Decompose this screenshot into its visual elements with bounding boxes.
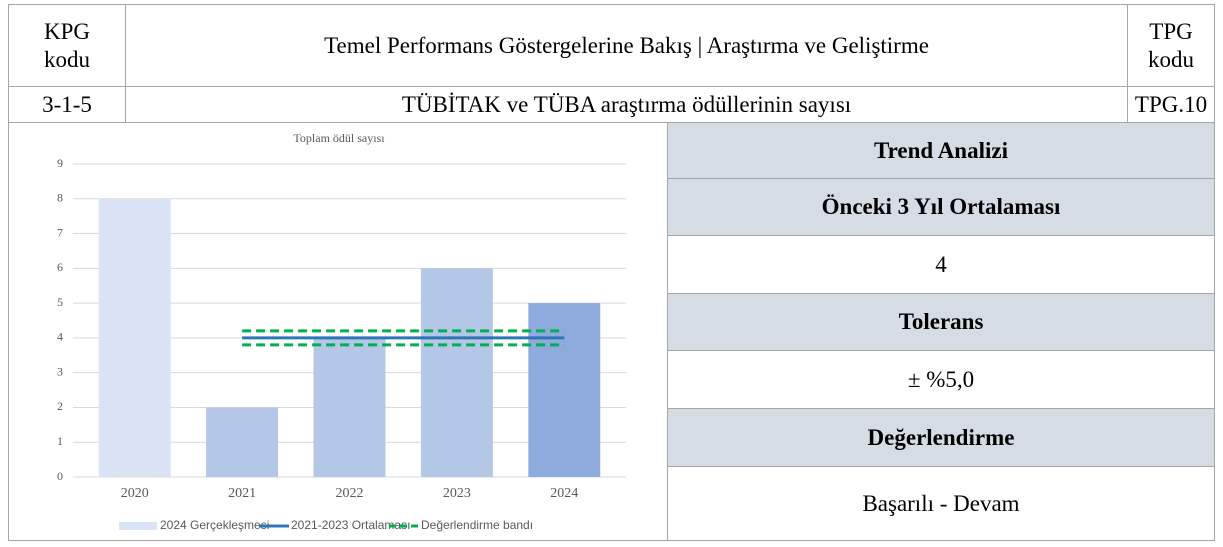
y-tick-label: 0 [57, 469, 63, 483]
legend-label: 2021-2023 Ortalaması [291, 518, 410, 532]
panel-label: Tolerans [667, 293, 1215, 351]
bar [420, 268, 493, 477]
y-tick-label: 2 [57, 399, 63, 413]
chart: Toplam ödül sayısı 0 1 2 3 4 5 6 7 8 9 2020 2021 202… [57, 131, 626, 532]
panel-value: Başarılı - Devam [667, 466, 1215, 541]
y-tick-label: 9 [57, 156, 63, 170]
y-tick-label: 8 [57, 191, 63, 205]
tpg-code: TPG.10 [1127, 86, 1215, 123]
x-tick-label: 2021 [228, 486, 256, 501]
y-tick-label: 6 [57, 260, 63, 274]
chart-title: Toplam ödül sayısı [293, 131, 385, 145]
panel-label: Önceki 3 Yıl Ortalaması [667, 178, 1215, 236]
tpg-label: TPG kodu [1127, 4, 1215, 87]
header-title: Temel Performans Göstergelerine Bakış | … [125, 4, 1128, 87]
panel-title: Trend Analizi [667, 122, 1215, 179]
panel-value: ± %5,0 [667, 350, 1215, 409]
x-tick-label: 2020 [121, 486, 149, 501]
y-tick-label: 1 [57, 434, 63, 448]
bar [206, 407, 279, 477]
y-tick-label: 5 [57, 295, 63, 309]
y-tick-label: 4 [57, 330, 63, 344]
indicator-name: TÜBİTAK ve TÜBA araştırma ödüllerinin sa… [125, 86, 1128, 123]
legend-swatch [119, 522, 157, 530]
legend-label: 2024 Gerçekleşmesi [160, 518, 269, 532]
kpg-label: KPG kodu [8, 4, 126, 87]
bar [528, 303, 601, 477]
y-tick-label: 3 [57, 364, 63, 378]
legend-label: Değerlendirme bandı [421, 518, 533, 532]
bar [313, 337, 386, 477]
x-tick-label: 2024 [550, 486, 578, 501]
panel-value: 4 [667, 235, 1215, 294]
panel-label: Değerlendirme [667, 408, 1215, 467]
chart-cell: Toplam ödül sayısı 0 1 2 3 4 5 6 7 8 9 2020 2021 202… [8, 122, 668, 541]
x-tick-label: 2023 [443, 486, 471, 501]
x-tick-label: 2022 [336, 486, 364, 501]
bar [98, 198, 171, 477]
y-tick-label: 7 [57, 225, 63, 239]
kpg-code: 3-1-5 [8, 86, 126, 123]
